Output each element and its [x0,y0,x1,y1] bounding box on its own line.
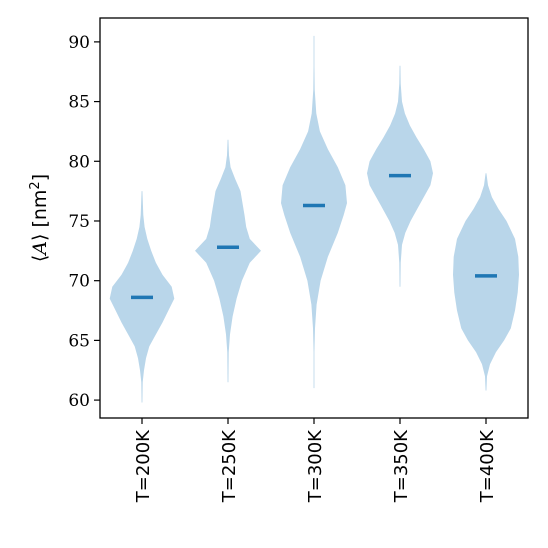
violin-t-400k [453,173,519,391]
x-tick-label: T=400K [477,429,498,503]
violins-layer [109,35,519,403]
y-axis-label-unit-close: ] [29,174,51,181]
y-axis-label-symbol: A [29,241,51,257]
y-axis: 60 65 70 75 80 85 90 [68,33,100,411]
y-axis-label-close-bracket: ⟩ [29,228,51,241]
y-tick-label: 80 [68,152,90,172]
y-tick-label: 70 [68,272,90,292]
y-axis-label-open-bracket: ⟨ [29,255,51,262]
y-tick-label: 90 [68,33,90,53]
violin-t-300k [281,35,347,389]
y-tick-label: 65 [68,331,90,351]
y-tick-label: 85 [68,93,90,113]
x-tick-label: T=200K [133,429,154,503]
y-tick-label: 75 [68,212,90,232]
x-tick-label: T=350K [391,429,412,503]
x-axis: T=200K T=250K T=300K T=350K T=400K [133,418,498,503]
y-tick-label: 60 [68,391,90,411]
y-axis-label-unit: [nm [29,190,51,228]
y-axis-label-unit-sup: 2 [28,181,43,189]
violin-t-250k [195,139,261,383]
medians-layer [131,173,497,300]
y-axis-label: ⟨A⟩ [nm2] [28,174,51,262]
x-tick-label: T=250K [219,429,240,503]
x-tick-label: T=300K [305,429,326,503]
